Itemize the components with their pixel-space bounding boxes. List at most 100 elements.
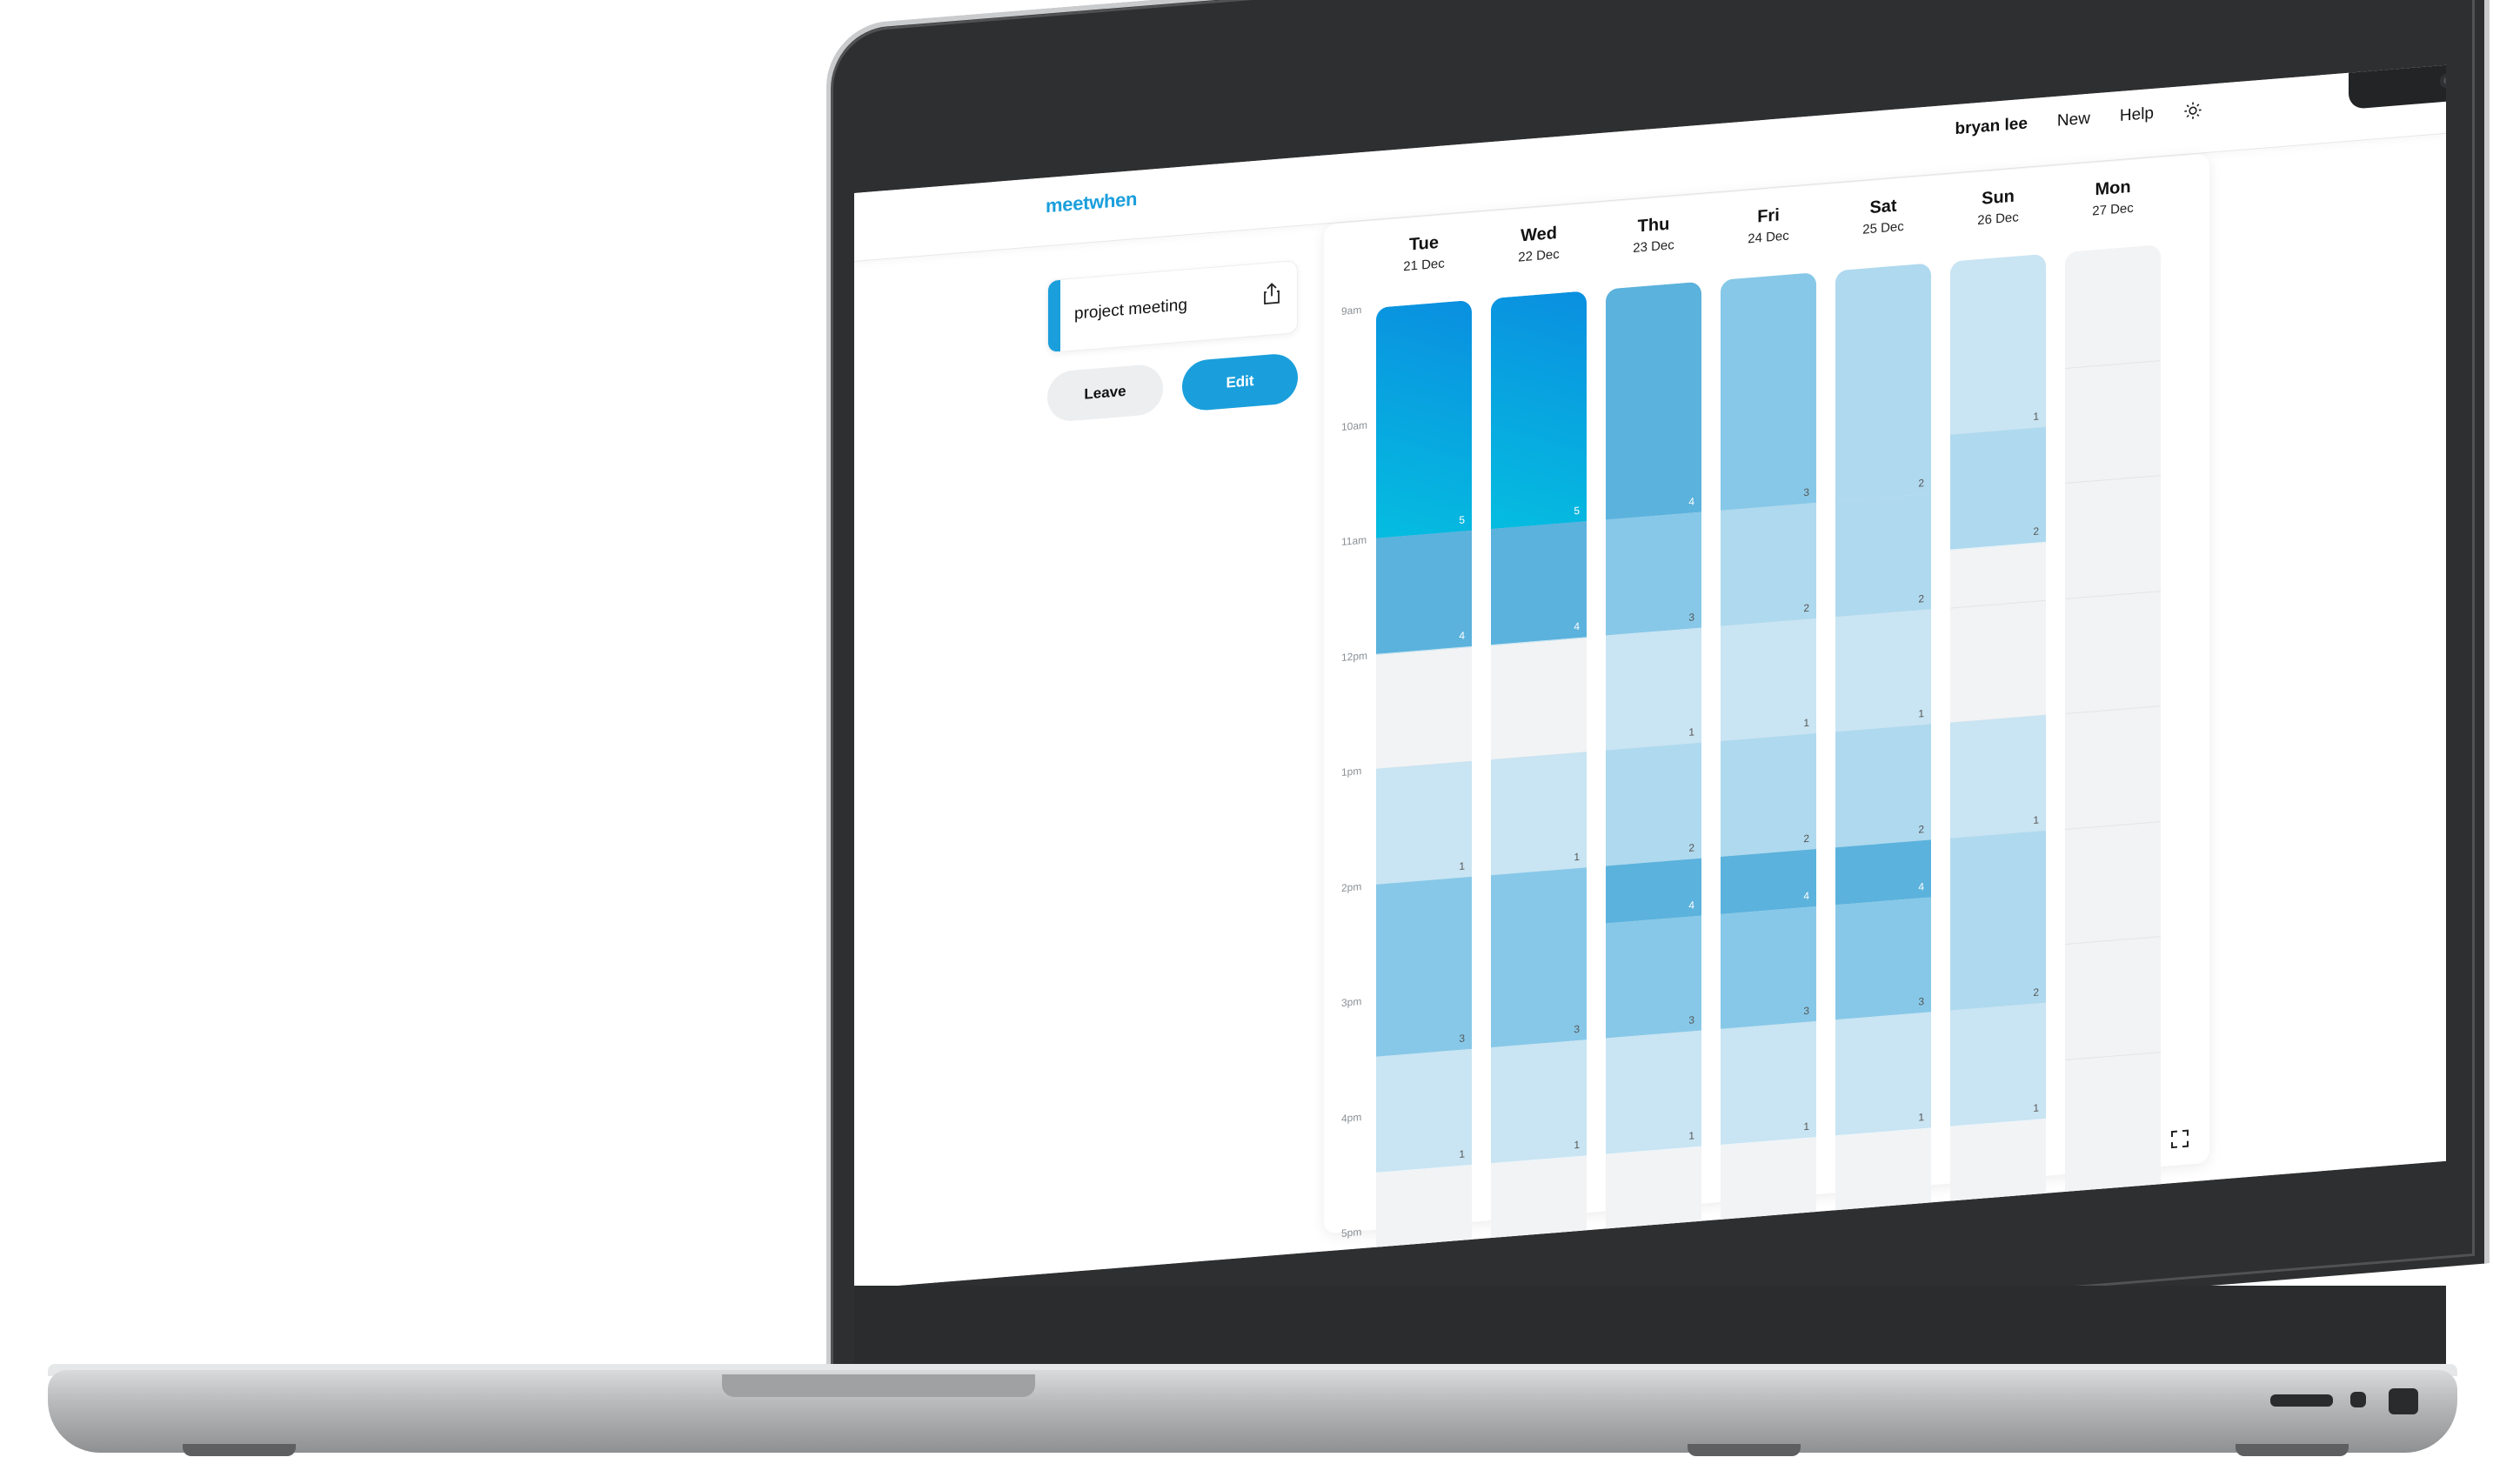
availability-block[interactable]: 4 <box>1606 281 1701 521</box>
availability-count: 4 <box>1688 899 1694 912</box>
event-sidebar: project meeting Leave Edit <box>1047 259 1298 424</box>
availability-block[interactable]: 1 <box>1606 1030 1701 1155</box>
availability-block[interactable]: 1 <box>1606 627 1701 752</box>
laptop-foot-right <box>2236 1444 2349 1456</box>
fullscreen-icon[interactable] <box>2169 1127 2190 1150</box>
availability-count: 5 <box>1459 513 1465 527</box>
availability-count: 1 <box>1688 1129 1694 1142</box>
availability-block[interactable]: 2 <box>1835 263 1931 503</box>
time-label: 9am <box>1341 304 1362 318</box>
availability-block[interactable]: 2 <box>1950 426 2046 551</box>
day-date: 27 Dec <box>2092 200 2134 219</box>
day-date: 25 Dec <box>1862 218 1904 237</box>
time-label: 10am <box>1341 418 1368 433</box>
laptop-base <box>48 1370 2457 1453</box>
day-column-thu[interactable]: 4 3 1 2 4 3 1 <box>1606 281 1701 1242</box>
availability-block[interactable]: 2 <box>1835 724 1931 848</box>
availability-block[interactable]: 4 <box>1721 848 1816 915</box>
day-date: 21 Dec <box>1403 256 1445 275</box>
availability-count: 3 <box>1803 485 1809 499</box>
day-column-sun[interactable]: 1 2 1 2 1 <box>1950 253 2046 1214</box>
availability-block[interactable]: 4 <box>1606 858 1701 925</box>
day-header-sun: Sun 26 Dec <box>1950 184 2046 231</box>
availability-block[interactable]: 2 <box>1721 503 1816 627</box>
event-card[interactable]: project meeting <box>1047 259 1298 354</box>
availability-block[interactable]: 1 <box>1950 714 2046 839</box>
day-date: 26 Dec <box>1977 210 2019 229</box>
availability-count: 3 <box>1574 1023 1580 1036</box>
edit-button[interactable]: Edit <box>1182 351 1298 412</box>
availability-block[interactable]: 4 <box>1491 521 1587 645</box>
share-icon[interactable] <box>1262 281 1281 305</box>
day-column-wed[interactable]: 5 4 1 3 1 <box>1491 291 1587 1252</box>
availability-block[interactable]: 3 <box>1721 906 1816 1031</box>
availability-block[interactable]: 1 <box>1376 760 1472 886</box>
day-name: Thu <box>1637 214 1670 237</box>
day-date: 23 Dec <box>1633 237 1674 256</box>
availability-count: 1 <box>1803 1120 1809 1133</box>
hour-gridline <box>2065 705 2161 715</box>
time-label: 3pm <box>1341 995 1362 1009</box>
day-name: Sat <box>1869 196 1897 218</box>
availability-block[interactable]: 3 <box>1835 897 1931 1021</box>
availability-block[interactable]: 1 <box>1835 608 1931 733</box>
availability-count: 4 <box>1688 495 1694 508</box>
event-actions: Leave Edit <box>1047 351 1298 424</box>
availability-block[interactable]: 1 <box>1491 1039 1587 1164</box>
availability-calendar: 9am 10am 11am 12pm 1pm 2pm 3pm 4pm 5pm Tue 21 Dec… <box>1324 153 2209 1260</box>
availability-block[interactable]: 3 <box>1376 876 1472 1058</box>
availability-block[interactable]: 1 <box>1491 752 1587 876</box>
availability-block[interactable]: 3 <box>1491 866 1587 1049</box>
sun-icon[interactable] <box>2183 100 2202 121</box>
day-column-sat[interactable]: 2 2 1 2 4 3 1 <box>1835 263 1931 1224</box>
day-column-tue[interactable]: 5 4 1 3 1 <box>1376 299 1472 1260</box>
availability-block[interactable]: 2 <box>1606 742 1701 866</box>
meetwhen-app: meetwhen bryan lee New Help <box>854 64 2446 1289</box>
availability-block[interactable]: 1 <box>1721 618 1816 742</box>
availability-block[interactable]: 4 <box>1835 839 1931 906</box>
new-link[interactable]: New <box>2056 109 2090 130</box>
availability-block[interactable]: 2 <box>1721 733 1816 858</box>
day-name: Mon <box>2095 177 2131 200</box>
availability-count: 2 <box>1918 477 1924 490</box>
day-column-fri[interactable]: 3 2 1 2 4 3 1 <box>1721 272 1816 1233</box>
hour-gridline <box>1950 599 2046 609</box>
availability-count: 2 <box>1688 840 1694 854</box>
availability-block[interactable]: 1 <box>1376 1049 1472 1173</box>
time-label: 1pm <box>1341 765 1362 779</box>
logo[interactable]: meetwhen <box>1046 187 1138 217</box>
day-header-wed: Wed 22 Dec <box>1491 221 1587 267</box>
day-name: Fri <box>1757 205 1780 227</box>
availability-count: 2 <box>1918 822 1924 836</box>
time-label: 4pm <box>1341 1110 1362 1125</box>
day-date: 22 Dec <box>1518 246 1560 265</box>
availability-block[interactable]: 1 <box>1835 1012 1931 1136</box>
laptop-foot-left <box>183 1444 296 1456</box>
lid-open-notch <box>722 1374 1035 1397</box>
day-name: Tue <box>1408 232 1440 255</box>
availability-count: 1 <box>2033 1101 2039 1114</box>
day-column-mon[interactable] <box>2065 244 2161 1206</box>
leave-button[interactable]: Leave <box>1047 363 1163 424</box>
availability-block[interactable]: 2 <box>1835 493 1931 618</box>
time-label: 12pm <box>1341 649 1368 664</box>
availability-block[interactable]: 3 <box>1606 511 1701 636</box>
availability-block[interactable]: 1 <box>1950 253 2046 436</box>
availability-block[interactable]: 5 <box>1376 299 1472 539</box>
availability-block[interactable]: 2 <box>1950 830 2046 1012</box>
availability-block[interactable]: 3 <box>1606 915 1701 1039</box>
availability-block[interactable]: 1 <box>1721 1021 1816 1146</box>
availability-block[interactable]: 5 <box>1491 291 1587 531</box>
availability-count: 2 <box>1803 832 1809 845</box>
availability-count: 3 <box>1459 1032 1465 1046</box>
availability-block[interactable]: 4 <box>1376 530 1472 655</box>
availability-count: 1 <box>1803 716 1809 730</box>
availability-count: 1 <box>1574 1138 1580 1152</box>
user-name-link[interactable]: bryan lee <box>1955 114 2028 139</box>
help-link[interactable]: Help <box>2119 104 2154 125</box>
availability-count: 3 <box>1918 995 1924 1008</box>
availability-count: 4 <box>1459 629 1465 642</box>
availability-block[interactable]: 3 <box>1721 272 1816 511</box>
availability-block[interactable]: 1 <box>1950 1003 2046 1127</box>
availability-count: 2 <box>2033 525 2039 538</box>
